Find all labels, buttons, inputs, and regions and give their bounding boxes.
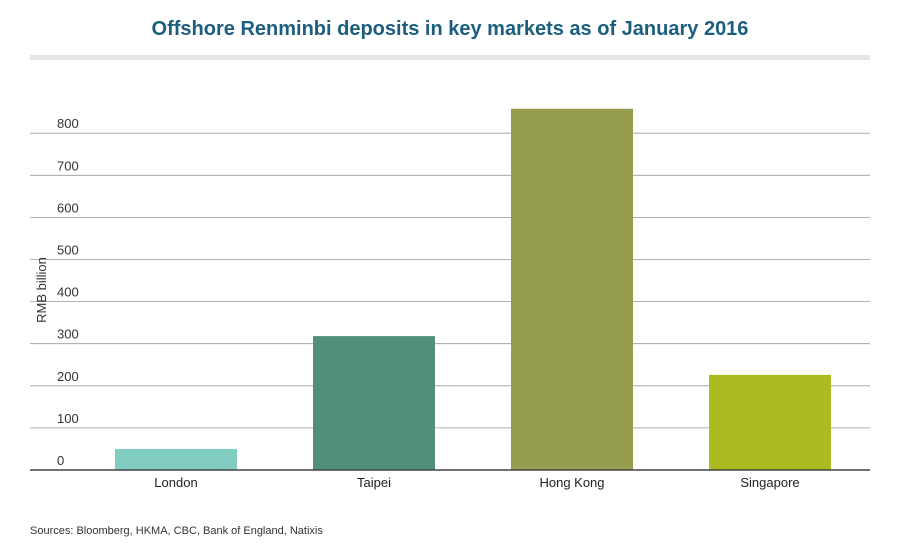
y-axis-label: RMB billion <box>34 257 49 323</box>
category-label: Singapore <box>740 475 799 490</box>
y-tick-label: 100 <box>57 411 79 426</box>
y-tick-label: 700 <box>57 158 79 173</box>
y-tick-label: 600 <box>57 200 79 215</box>
bar-hong-kong <box>511 108 633 471</box>
category-labels: London Taipei Hong Kong Singapore <box>154 475 799 490</box>
y-tick-label: 300 <box>57 327 79 342</box>
bar-taipei <box>313 336 435 470</box>
source-note: Sources: Bloomberg, HKMA, CBC, Bank of E… <box>30 525 323 537</box>
bar-london <box>115 448 237 470</box>
y-axis-ticks: 0 100 200 300 400 500 600 700 800 <box>57 116 79 468</box>
y-tick-label: 500 <box>57 243 79 258</box>
y-tick-label: 800 <box>57 116 79 131</box>
category-label: Taipei <box>357 475 391 490</box>
gridlines <box>30 132 870 429</box>
y-tick-label: 200 <box>57 369 79 384</box>
bar-singapore <box>709 374 831 470</box>
category-label: Hong Kong <box>539 475 604 490</box>
title-divider <box>30 55 870 60</box>
chart-title: Offshore Renminbi deposits in key market… <box>151 18 749 40</box>
y-tick-label: 400 <box>57 285 79 300</box>
category-label: London <box>154 475 197 490</box>
y-tick-label: 0 <box>57 453 64 468</box>
bars <box>115 108 831 471</box>
